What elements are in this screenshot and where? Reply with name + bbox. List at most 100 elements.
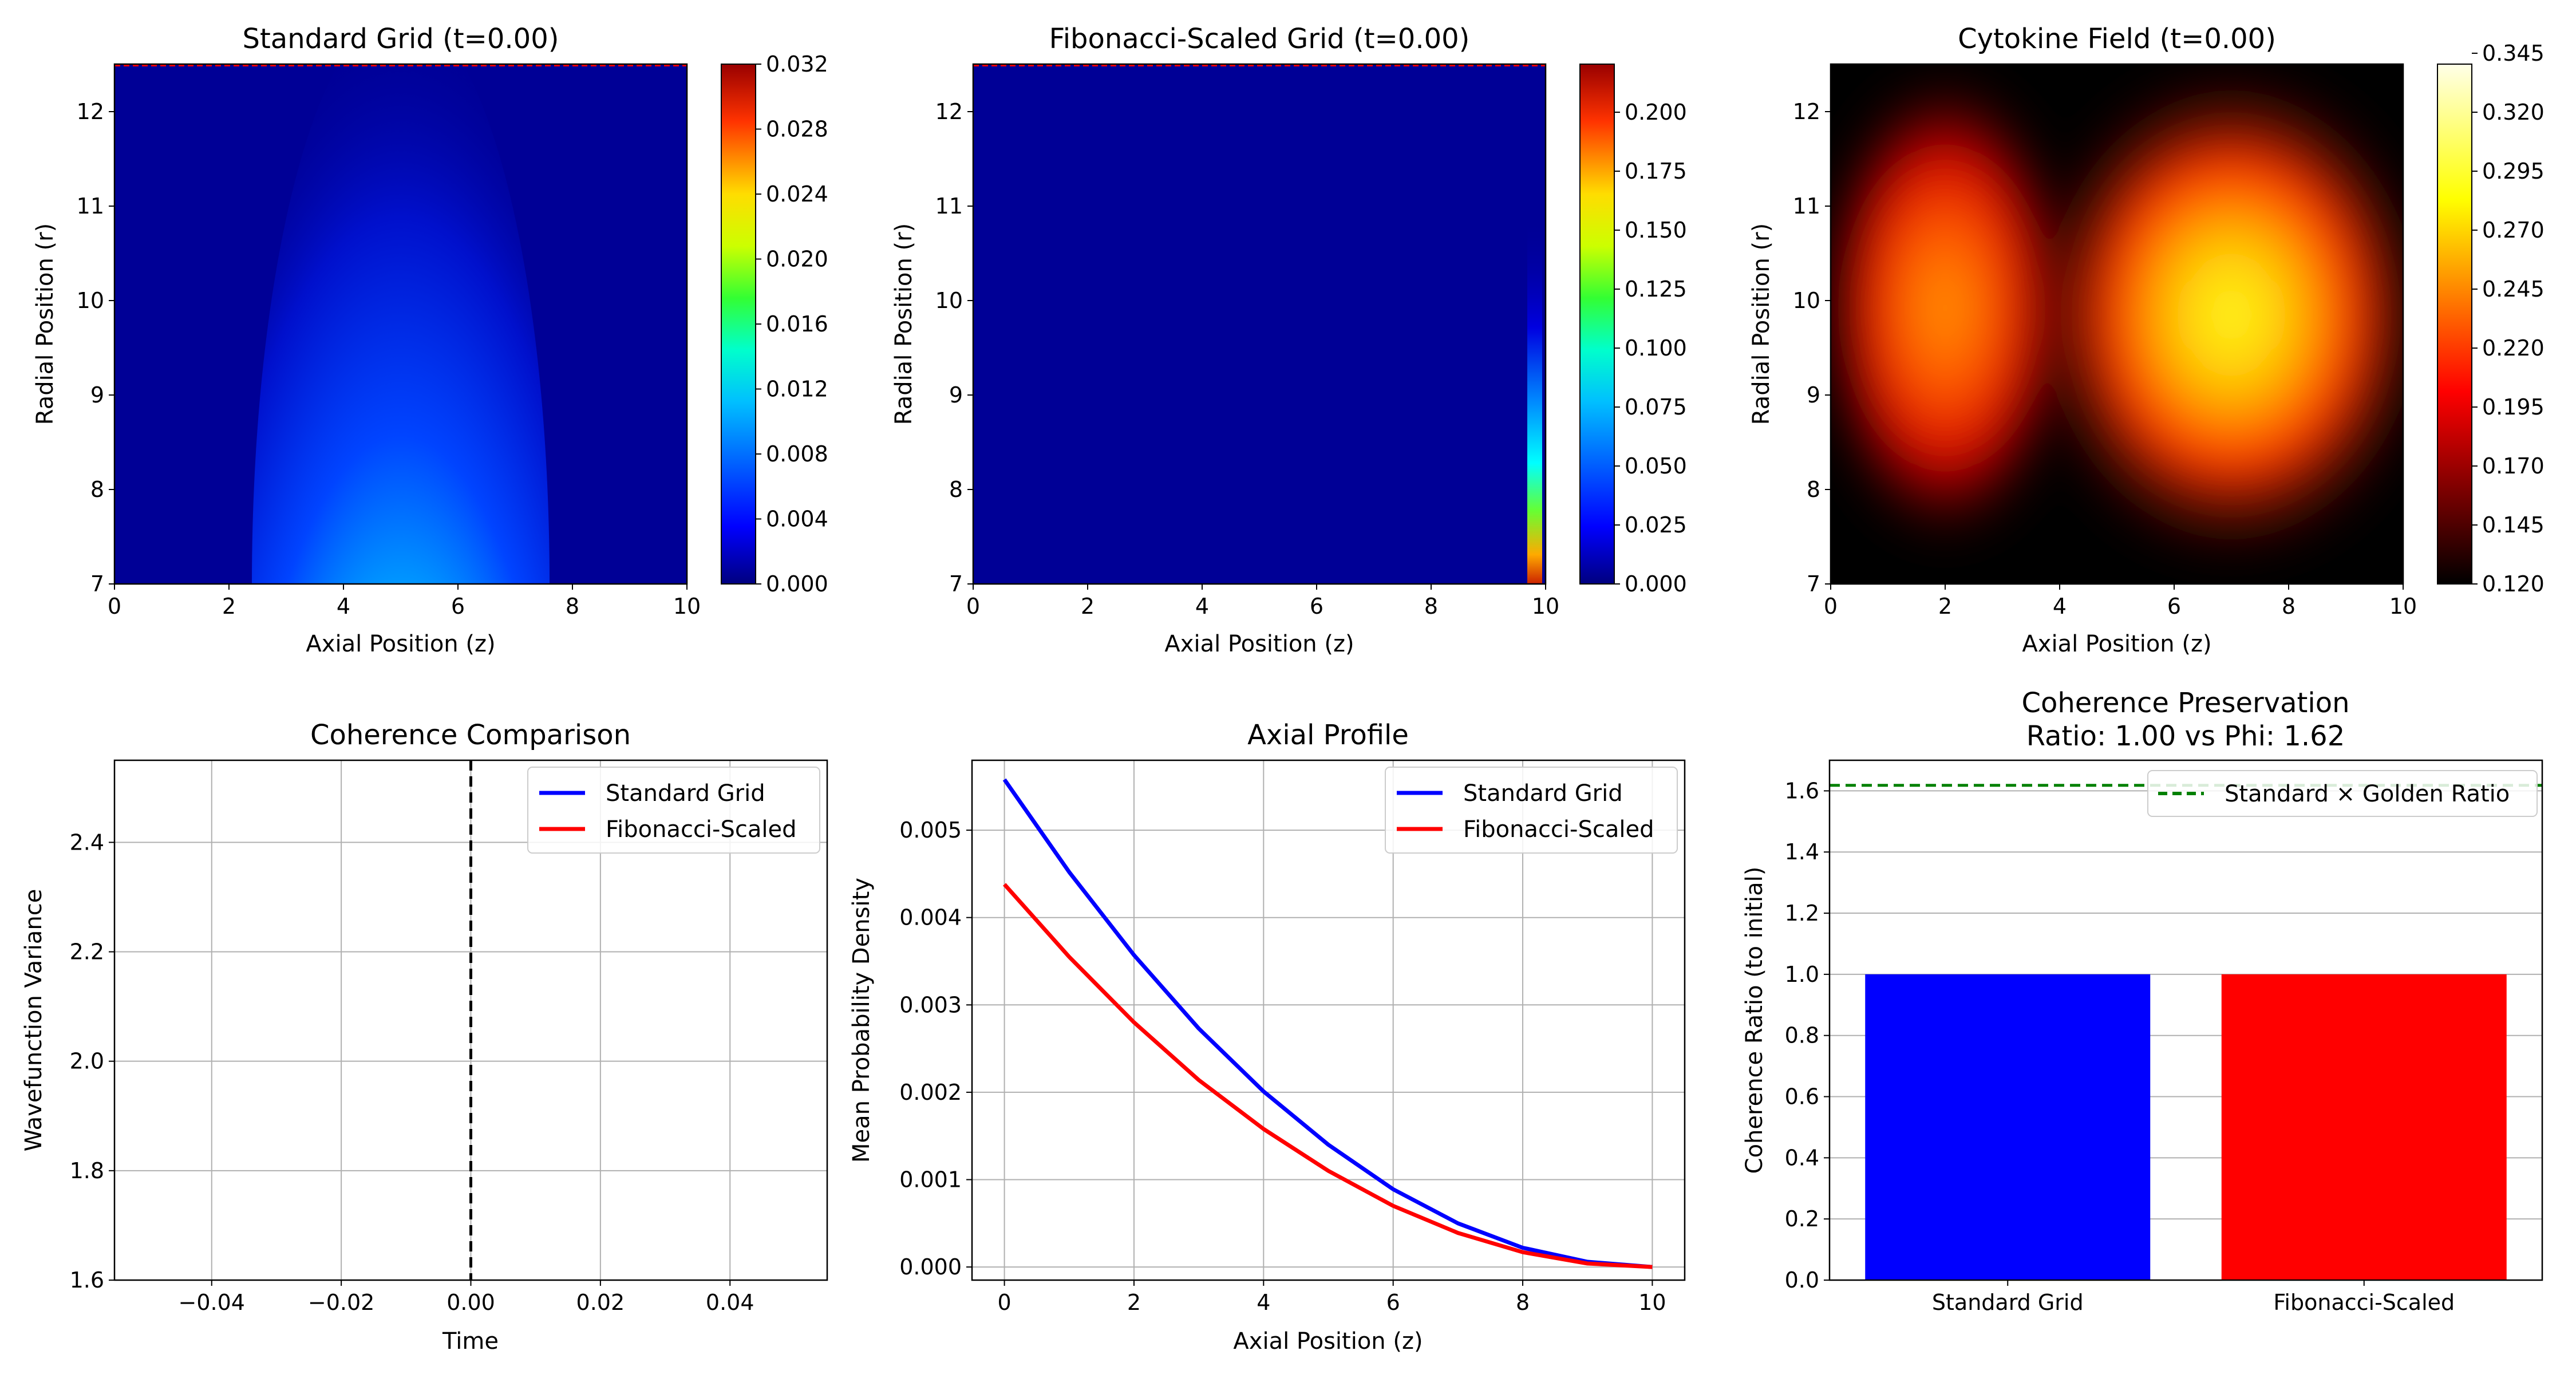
y-tick-label: 1.2 [1785,901,1819,926]
panel-coherence-preservation: Coherence Preservation Ratio: 1.00 vs Ph… [1741,687,2543,1315]
x-tick-label: 8 [1516,1290,1530,1315]
colorbar-tick-label: 0.025 [1625,512,1687,538]
colorbar: 0.120 0.145 0.170 0.195 0.220 0.245 0.27… [2437,41,2545,597]
y-tick-label: 2.4 [70,830,104,855]
y-tick-label: 1.0 [1785,962,1819,987]
heatmap-field [114,64,687,584]
y-tick-label: 9 [1807,382,1820,408]
y-axis-label: Radial Position (r) [891,223,917,425]
x-axis: 0 2 4 6 8 10 Axial Position (z) [108,584,701,657]
y-tick-label: 0.0 [1785,1268,1819,1293]
x-tick-label: 8 [2282,594,2296,619]
colorbar-scale [721,64,756,585]
x-tick-label: 10 [1532,594,1559,619]
x-tick-label: 8 [566,594,579,619]
y-tick-label: 0.004 [899,905,962,930]
y-tick-label: 12 [77,99,104,124]
x-tick-label: 0 [108,594,121,619]
colorbar-tick-label: 0.004 [766,507,828,532]
y-tick-label: 11 [1793,194,1820,219]
y-tick-label: 9 [949,382,963,408]
y-tick-label: 0.6 [1785,1084,1819,1110]
y-tick-label: 8 [1807,477,1820,502]
colorbar-tick-label: 0.028 [766,117,828,142]
x-axis-label: Axial Position (z) [1164,631,1354,657]
cytokine-blob-right [2025,64,2403,567]
cytokine-blob-left [1831,68,2077,548]
x-tick-label: 2 [1127,1290,1141,1315]
x-tick-label: Standard Grid [1932,1290,2084,1315]
x-tick-label: 2 [1938,594,1952,619]
colorbar-tick-label: 0.020 [766,247,828,272]
x-tick-label: 4 [2053,594,2067,619]
fibonacci-scaled-line [1002,883,1653,1269]
density-strip [1527,218,1542,584]
y-tick-label: 12 [935,99,963,124]
colorbar-scale [1579,64,1615,585]
y-tick-label: 0.4 [1785,1145,1819,1170]
colorbar-tick-label: 0.032 [766,52,828,77]
x-tick-label: 2 [1081,594,1095,619]
y-axis-label: Wavefunction Variance [21,889,47,1152]
colorbar-tick-label: 0.220 [2482,335,2545,361]
y-tick-label: 7 [1807,571,1820,597]
y-tick-label: 0.002 [899,1080,962,1105]
x-axis-label: Axial Position (z) [1233,1328,1423,1355]
heatmap-field [973,64,1546,584]
y-tick-label: 0.000 [899,1254,962,1280]
panel-cytokine-field: Cytokine Field (t=0.00) 0 2 4 6 8 10 Axi… [1748,23,2545,657]
x-tick-label: 0 [966,594,980,619]
legend-label: Standard × Golden Ratio [2225,781,2510,807]
x-axis: 0 2 4 6 8 10 Axial Position (z) [966,584,1559,657]
y-tick-label: 0.8 [1785,1023,1819,1048]
plot-frame [971,759,1686,1281]
y-tick-label: 0.001 [899,1167,962,1193]
y-tick-label: 1.4 [1785,839,1819,864]
y-tick-label: 1.6 [70,1268,104,1293]
y-axis-label: Radial Position (r) [1748,223,1775,425]
chart-subtitle: Ratio: 1.00 vs Phi: 1.62 [2026,720,2345,752]
colorbar-tick-label: 0.008 [766,441,828,467]
x-tick-label: 6 [2167,594,2181,619]
x-tick-label: 6 [451,594,465,619]
colorbar-tick-label: 0.345 [2482,41,2545,66]
x-tick-label: 0 [997,1290,1011,1315]
colorbar-tick-label: 0.075 [1625,394,1687,420]
colorbar-tick-label: 0.100 [1625,335,1687,361]
colorbar-tick-label: 0.000 [1625,571,1687,597]
legend: Standard Grid Fibonacci-Scaled [1385,767,1678,854]
panel-axial-profile: Axial Profile 0.0000.0010.0020.0030.0040… [848,719,1686,1355]
x-tick-label: 0 [1824,594,1838,619]
y-tick-label: 2.0 [70,1049,104,1074]
colorbar-tick-label: 0.000 [766,571,828,597]
y-tick-label: 1.6 [1785,778,1819,803]
panel-coherence-comparison: Coherence Comparison 1.6 1.8 2.0 2.2 2.4 −0.0… [21,719,828,1355]
axis-ticks: 0.000 0.001 0.002 0.003 0.004 0.005 0 2 4 6 8 10 [899,818,1666,1315]
y-tick-label: 10 [1793,288,1820,313]
x-axis: 0 2 4 6 8 10 Axial Position (z) [1824,584,2417,657]
legend-box [527,767,820,854]
y-axis-label: Coherence Ratio (to initial) [1741,867,1768,1174]
y-tick-label: 0.003 [899,992,962,1017]
plot-frame [1828,759,2543,1281]
colorbar-tick-label: 0.245 [2482,277,2545,302]
colorbar-tick-label: 0.175 [1625,159,1687,184]
y-axis-label: Radial Position (r) [32,223,58,425]
x-tick-label: 0.04 [706,1290,754,1315]
y-axis: 7 8 9 10 11 12 Radial Position (r) [32,99,114,597]
axis-ticks: 0.0 0.2 0.4 0.6 0.8 1.0 1.2 1.4 1.6 Standard Grid… [1785,778,2455,1315]
legend-label: Standard Grid [1463,780,1623,807]
legend-label: Fibonacci-Scaled [606,816,796,843]
colorbar-tick-label: 0.320 [2482,100,2545,125]
y-tick-label: 7 [90,571,104,597]
y-tick-label: 0.005 [899,818,962,843]
x-axis-label: Time [442,1328,499,1355]
y-tick-label: 10 [935,288,963,313]
x-tick-label: 10 [2389,594,2417,619]
x-tick-label: 6 [1386,1290,1400,1315]
colorbar-tick-label: 0.012 [766,377,828,402]
axis-ticks: 1.6 1.8 2.0 2.2 2.4 −0.04 −0.02 0.00 0.02 0.04 [70,830,754,1315]
colorbar-scale [2437,64,2472,585]
plot-frame [972,63,1547,585]
y-axis: 7 8 9 10 11 12 Radial Position (r) [1748,99,1831,597]
